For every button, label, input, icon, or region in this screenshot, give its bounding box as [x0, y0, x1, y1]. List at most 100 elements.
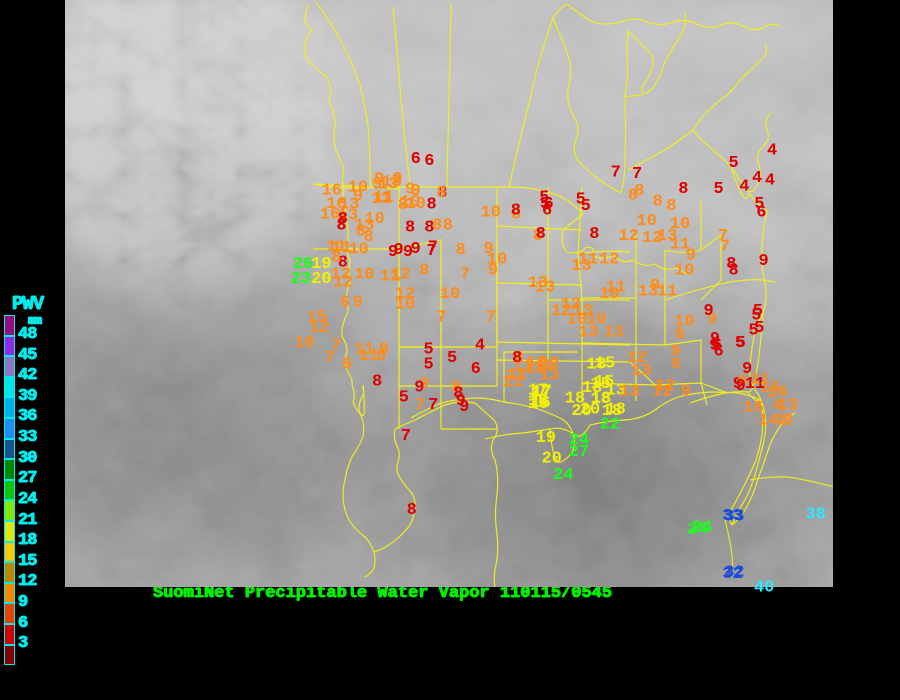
- svg-text:4: 4: [739, 178, 749, 197]
- svg-text:13: 13: [535, 278, 555, 297]
- svg-text:32: 32: [724, 563, 744, 582]
- svg-text:38: 38: [805, 506, 825, 525]
- svg-text:40: 40: [754, 578, 774, 597]
- svg-text:8: 8: [728, 261, 738, 280]
- svg-text:7: 7: [460, 266, 470, 285]
- svg-text:5: 5: [423, 356, 433, 375]
- svg-text:7: 7: [611, 164, 621, 183]
- svg-text:10: 10: [674, 261, 694, 280]
- svg-text:8: 8: [363, 228, 373, 247]
- svg-text:20: 20: [571, 402, 591, 421]
- svg-text:13: 13: [638, 283, 658, 302]
- svg-text:8: 8: [407, 501, 417, 520]
- svg-text:8: 8: [653, 193, 663, 212]
- svg-text:5: 5: [728, 154, 738, 173]
- svg-text:4: 4: [752, 169, 762, 188]
- svg-text:7: 7: [436, 308, 446, 327]
- svg-text:5: 5: [736, 334, 746, 353]
- svg-text:10: 10: [480, 203, 500, 222]
- svg-text:4: 4: [765, 171, 775, 190]
- svg-text:11: 11: [503, 373, 523, 392]
- svg-text:12: 12: [390, 266, 410, 285]
- svg-text:13: 13: [619, 383, 639, 402]
- svg-text:6: 6: [471, 360, 481, 379]
- svg-text:10: 10: [487, 251, 507, 270]
- svg-text:6: 6: [756, 203, 766, 222]
- svg-text:24: 24: [553, 466, 573, 485]
- svg-text:19: 19: [536, 429, 556, 448]
- svg-text:4: 4: [767, 141, 777, 160]
- svg-text:4: 4: [475, 336, 485, 355]
- svg-text:10: 10: [405, 195, 425, 214]
- svg-text:6: 6: [411, 150, 421, 169]
- svg-text:9: 9: [411, 240, 421, 259]
- svg-text:8: 8: [678, 180, 688, 199]
- svg-text:13: 13: [571, 257, 591, 276]
- svg-text:6: 6: [542, 201, 552, 220]
- svg-text:7: 7: [428, 396, 438, 415]
- svg-text:9: 9: [414, 379, 424, 398]
- svg-text:8: 8: [589, 225, 599, 244]
- svg-text:27: 27: [569, 443, 589, 462]
- svg-text:8: 8: [419, 261, 429, 280]
- svg-text:13: 13: [603, 323, 623, 342]
- svg-text:6: 6: [342, 356, 352, 375]
- svg-text:9: 9: [671, 356, 681, 375]
- svg-text:5: 5: [753, 302, 763, 321]
- svg-text:33: 33: [724, 508, 744, 527]
- svg-text:9: 9: [353, 293, 363, 312]
- svg-text:10: 10: [440, 285, 460, 304]
- svg-text:9: 9: [758, 252, 768, 271]
- svg-text:11: 11: [373, 188, 393, 207]
- svg-text:12: 12: [652, 383, 672, 402]
- svg-text:5: 5: [399, 388, 409, 407]
- svg-text:8: 8: [628, 186, 638, 205]
- svg-text:8: 8: [783, 411, 793, 430]
- svg-text:10: 10: [294, 334, 314, 353]
- svg-text:12: 12: [599, 251, 619, 270]
- svg-text:8: 8: [405, 218, 415, 237]
- svg-text:20: 20: [311, 270, 331, 289]
- svg-text:9: 9: [736, 377, 746, 396]
- svg-text:7: 7: [415, 396, 425, 415]
- svg-text:8: 8: [512, 349, 522, 368]
- svg-text:13: 13: [578, 323, 598, 342]
- svg-text:10: 10: [354, 266, 374, 285]
- svg-text:5: 5: [748, 321, 758, 340]
- svg-text:5: 5: [447, 349, 457, 368]
- svg-text:7: 7: [428, 239, 438, 258]
- svg-text:11: 11: [657, 283, 677, 302]
- svg-text:8: 8: [443, 216, 453, 235]
- svg-text:7: 7: [486, 308, 496, 327]
- svg-text:12: 12: [330, 266, 350, 285]
- svg-text:23: 23: [291, 270, 311, 289]
- svg-text:9: 9: [459, 398, 469, 417]
- svg-text:15: 15: [595, 355, 615, 374]
- svg-text:10: 10: [599, 285, 619, 304]
- svg-text:8: 8: [666, 197, 676, 216]
- svg-text:24: 24: [692, 518, 712, 537]
- svg-text:12: 12: [618, 227, 638, 246]
- svg-text:6: 6: [340, 293, 350, 312]
- svg-text:7: 7: [401, 427, 411, 446]
- svg-text:9: 9: [393, 241, 403, 260]
- svg-text:6: 6: [424, 152, 434, 171]
- svg-text:13: 13: [631, 362, 651, 381]
- svg-text:9: 9: [376, 347, 386, 366]
- svg-text:8: 8: [432, 216, 442, 235]
- svg-text:8: 8: [372, 373, 382, 392]
- svg-text:5: 5: [713, 180, 723, 199]
- svg-text:9: 9: [703, 302, 713, 321]
- svg-text:7: 7: [325, 349, 335, 368]
- svg-text:8: 8: [426, 196, 436, 215]
- svg-text:16: 16: [528, 395, 548, 414]
- svg-text:6: 6: [712, 336, 722, 355]
- svg-text:8: 8: [398, 196, 408, 215]
- svg-text:10: 10: [395, 296, 415, 315]
- svg-text:8: 8: [338, 210, 348, 229]
- svg-text:8: 8: [511, 201, 521, 220]
- svg-text:8: 8: [536, 225, 546, 244]
- svg-text:22: 22: [600, 416, 620, 435]
- svg-text:5: 5: [581, 197, 591, 216]
- svg-text:8: 8: [331, 248, 341, 267]
